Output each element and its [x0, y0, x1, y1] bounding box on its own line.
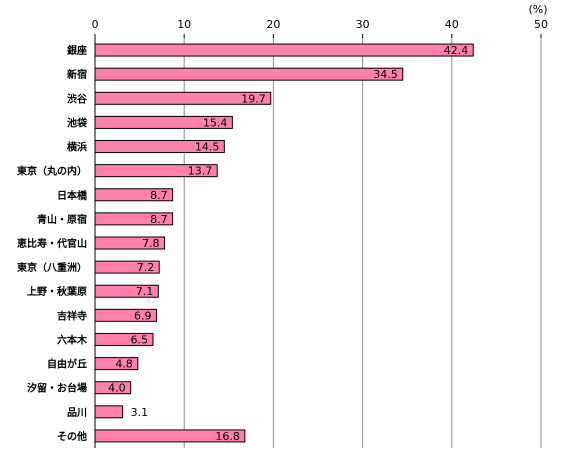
value-label: 6.5 [130, 333, 148, 346]
value-label: 6.9 [134, 309, 152, 322]
category-label: 東京（八重洲） [17, 261, 87, 274]
value-label: 15.4 [203, 116, 228, 129]
category-label: 上野・秋葉原 [27, 285, 87, 298]
category-label: 品川 [67, 407, 87, 419]
category-label: 東京（丸の内） [17, 165, 87, 178]
value-label: 4.8 [115, 358, 133, 371]
unit-label: (%) [528, 3, 547, 16]
value-label: 19.7 [241, 92, 266, 105]
value-label: 8.7 [150, 189, 168, 202]
value-label: 7.2 [137, 261, 155, 274]
x-axis-ticks: 0 10 20 30 40 50 [92, 18, 548, 38]
value-label: 7.8 [142, 237, 160, 250]
category-label: 日本橋 [57, 189, 88, 202]
x-tick-label: 50 [534, 18, 548, 31]
category-label: 青山・原宿 [37, 213, 87, 226]
bar [94, 43, 474, 57]
category-label: 恵比寿・代官山 [17, 237, 87, 250]
x-tick-label: 20 [266, 18, 280, 31]
value-label: 3.1 [131, 406, 149, 419]
category-label: 六本木 [57, 333, 88, 346]
value-label: 13.7 [188, 165, 213, 178]
x-tick-label: 10 [177, 18, 191, 31]
category-label: 自由が丘 [47, 358, 87, 371]
category-label: 吉祥寺 [57, 309, 87, 322]
category-label: その他 [57, 430, 87, 443]
category-label: 汐留・お台場 [27, 382, 87, 395]
value-labels: 42.4 34.5 19.7 15.4 14.5 13.7 8.7 8.7 7.8 7.2 7.1 6… [108, 44, 468, 443]
value-label: 14.5 [195, 141, 220, 154]
value-label: 4.0 [108, 382, 126, 395]
category-label: 銀座 [67, 44, 87, 57]
value-label: 8.7 [150, 213, 168, 226]
category-label: 新宿 [67, 68, 87, 81]
bar [94, 67, 404, 81]
value-label: 16.8 [215, 430, 240, 443]
value-label: 42.4 [444, 44, 469, 57]
category-label: 横浜 [67, 141, 87, 154]
x-tick-label: 0 [92, 18, 99, 31]
category-label: 渋谷 [67, 92, 88, 105]
category-label: 池袋 [67, 116, 88, 129]
bar [94, 405, 124, 419]
value-label: 34.5 [373, 68, 398, 81]
x-tick-label: 30 [356, 18, 370, 31]
value-label: 7.1 [136, 285, 154, 298]
x-tick-label: 40 [445, 18, 459, 31]
